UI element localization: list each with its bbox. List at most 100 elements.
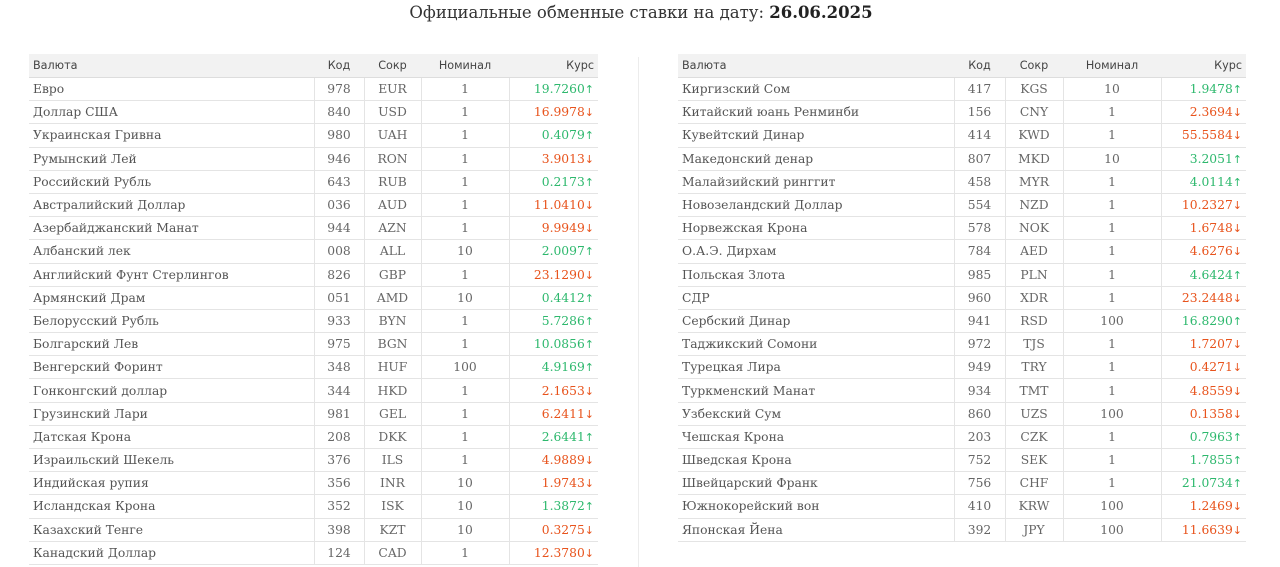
table-row: Сербский Динар 941 RSD 100 16.8290↑ bbox=[678, 309, 1246, 334]
currency-code: 840 bbox=[313, 100, 364, 125]
currency-abbr: INR bbox=[363, 471, 421, 496]
table-row: Индийская рупия 356 INR 10 1.9743↓ bbox=[29, 471, 598, 496]
exchange-rate: 2.6441↑ bbox=[508, 425, 598, 450]
currency-abbr: ILS bbox=[363, 448, 421, 473]
currency-code: 036 bbox=[313, 193, 364, 218]
exchange-rate: 16.9978↓ bbox=[508, 100, 598, 125]
exchange-rate: 1.7207↓ bbox=[1160, 332, 1246, 357]
column-header-abbr[interactable]: Сокр bbox=[1005, 54, 1063, 78]
currency-name: Румынский Лей bbox=[29, 147, 314, 171]
currency-name: Норвежская Крона bbox=[678, 216, 954, 241]
exchange-rate: 0.2173↑ bbox=[508, 170, 598, 194]
rate-value: 19.7260 bbox=[533, 82, 585, 97]
currency-name: Туркменский Манат bbox=[678, 378, 954, 403]
currency-code: 578 bbox=[953, 216, 1005, 241]
table-row: Таджикский Сомони 972 TJS 1 1.7207↓ bbox=[678, 332, 1246, 357]
rates-table-body: Евро 978 EUR 1 19.7260↑ Доллар США 840 USD 1 16.9… bbox=[29, 77, 598, 565]
column-header-rate[interactable]: Курс bbox=[509, 54, 598, 78]
currency-abbr: JPY bbox=[1004, 518, 1063, 542]
currency-name: Украинская Гривна bbox=[29, 123, 314, 148]
table-row: Датская Крона 208 DKK 1 2.6441↑ bbox=[29, 425, 598, 450]
currency-code: 960 bbox=[953, 286, 1005, 310]
column-header-code[interactable]: Код bbox=[314, 54, 364, 78]
arrow-up-icon: ↑ bbox=[1232, 430, 1242, 444]
table-row: Китайский юань Ренминби 156 CNY 1 2.3694↓ bbox=[678, 100, 1246, 125]
currency-code: 756 bbox=[953, 471, 1005, 496]
currency-code: 356 bbox=[313, 471, 364, 496]
currency-nominal: 1 bbox=[420, 263, 509, 287]
arrow-down-icon: ↓ bbox=[1232, 338, 1242, 352]
table-row: Английский Фунт Стерлингов 826 GBP 1 23.1290… bbox=[29, 263, 598, 287]
exchange-rate: 9.9949↓ bbox=[508, 216, 598, 241]
currency-nominal: 1 bbox=[1062, 448, 1161, 473]
currency-abbr: AZN bbox=[363, 216, 421, 241]
rate-value: 4.9169 bbox=[541, 360, 585, 375]
currency-code: 946 bbox=[313, 147, 364, 171]
column-header-nominal[interactable]: Номинал bbox=[421, 54, 509, 78]
currency-code: 008 bbox=[313, 239, 364, 264]
table-row: Болгарский Лев 975 BGN 1 10.0856↑ bbox=[29, 332, 598, 357]
currency-code: 972 bbox=[953, 332, 1005, 357]
currency-name: О.А.Э. Дирхам bbox=[678, 239, 954, 264]
column-header-name[interactable]: Валюта bbox=[29, 54, 314, 78]
currency-code: 398 bbox=[313, 518, 364, 542]
currency-code: 124 bbox=[313, 541, 364, 565]
column-header-name[interactable]: Валюта bbox=[678, 54, 954, 78]
currency-nominal: 10 bbox=[1062, 77, 1161, 102]
exchange-rate: 16.8290↑ bbox=[1160, 309, 1246, 334]
arrow-down-icon: ↓ bbox=[1232, 291, 1242, 305]
arrow-up-icon: ↑ bbox=[584, 338, 594, 352]
rate-value: 9.9949 bbox=[541, 221, 585, 236]
currency-abbr: NOK bbox=[1004, 216, 1063, 241]
currency-nominal: 10 bbox=[1062, 147, 1161, 171]
arrow-up-icon: ↑ bbox=[1232, 268, 1242, 282]
currency-abbr: UZS bbox=[1004, 402, 1063, 426]
exchange-rate: 11.0410↓ bbox=[508, 193, 598, 218]
arrow-up-icon: ↑ bbox=[1232, 454, 1242, 468]
rate-value: 3.9013 bbox=[541, 151, 585, 166]
column-header-code[interactable]: Код bbox=[954, 54, 1005, 78]
currency-name: Чешская Крона bbox=[678, 425, 954, 450]
exchange-rate: 23.2448↓ bbox=[1160, 286, 1246, 310]
currency-name: Албанский лек bbox=[29, 239, 314, 264]
currency-code: 860 bbox=[953, 402, 1005, 426]
exchange-rate: 5.7286↑ bbox=[508, 309, 598, 334]
currency-name: Гонконгский доллар bbox=[29, 378, 314, 403]
rate-value: 0.7963 bbox=[1189, 429, 1233, 444]
currency-name: Австралийский Доллар bbox=[29, 193, 314, 218]
exchange-rate: 0.3275↓ bbox=[508, 518, 598, 542]
currency-code: 458 bbox=[953, 170, 1005, 194]
currency-code: 978 bbox=[313, 77, 364, 102]
rate-value: 1.6748 bbox=[1189, 221, 1233, 236]
column-header-nominal[interactable]: Номинал bbox=[1063, 54, 1161, 78]
currency-nominal: 1 bbox=[420, 216, 509, 241]
currency-nominal: 1 bbox=[420, 448, 509, 473]
currency-code: 554 bbox=[953, 193, 1005, 218]
currency-name: Доллар США bbox=[29, 100, 314, 125]
rate-value: 1.7855 bbox=[1189, 453, 1233, 468]
currency-nominal: 100 bbox=[1062, 309, 1161, 334]
currency-code: 975 bbox=[313, 332, 364, 357]
currency-nominal: 1 bbox=[420, 332, 509, 357]
rates-table-body: Киргизский Сом 417 KGS 10 1.9478↑ Китайский ю… bbox=[678, 77, 1246, 542]
currency-abbr: AUD bbox=[363, 193, 421, 218]
rates-table-left: Валюта Код Сокр Номинал Курс Евро 978 EUR 1… bbox=[29, 54, 598, 565]
arrow-up-icon: ↑ bbox=[584, 314, 594, 328]
rate-value: 2.3694 bbox=[1189, 105, 1233, 120]
currency-nominal: 1 bbox=[420, 402, 509, 426]
exchange-rate: 4.9889↓ bbox=[508, 448, 598, 473]
exchange-rate: 4.8559↓ bbox=[1160, 378, 1246, 403]
column-header-rate[interactable]: Курс bbox=[1161, 54, 1246, 78]
currency-abbr: HUF bbox=[363, 355, 421, 380]
column-header-abbr[interactable]: Сокр bbox=[364, 54, 421, 78]
currency-code: 752 bbox=[953, 448, 1005, 473]
currency-name: СДР bbox=[678, 286, 954, 310]
table-row: Узбекский Сум 860 UZS 100 0.1358↓ bbox=[678, 402, 1246, 426]
rate-value: 10.0856 bbox=[533, 337, 585, 352]
table-row: Израильский Шекель 376 ILS 1 4.9889↓ bbox=[29, 448, 598, 473]
currency-name: Азербайджанский Манат bbox=[29, 216, 314, 241]
currency-code: 208 bbox=[313, 425, 364, 450]
currency-nominal: 100 bbox=[1062, 402, 1161, 426]
arrow-up-icon: ↑ bbox=[584, 430, 594, 444]
table-row: Швейцарский Франк 756 CHF 1 21.0734↑ bbox=[678, 471, 1246, 496]
